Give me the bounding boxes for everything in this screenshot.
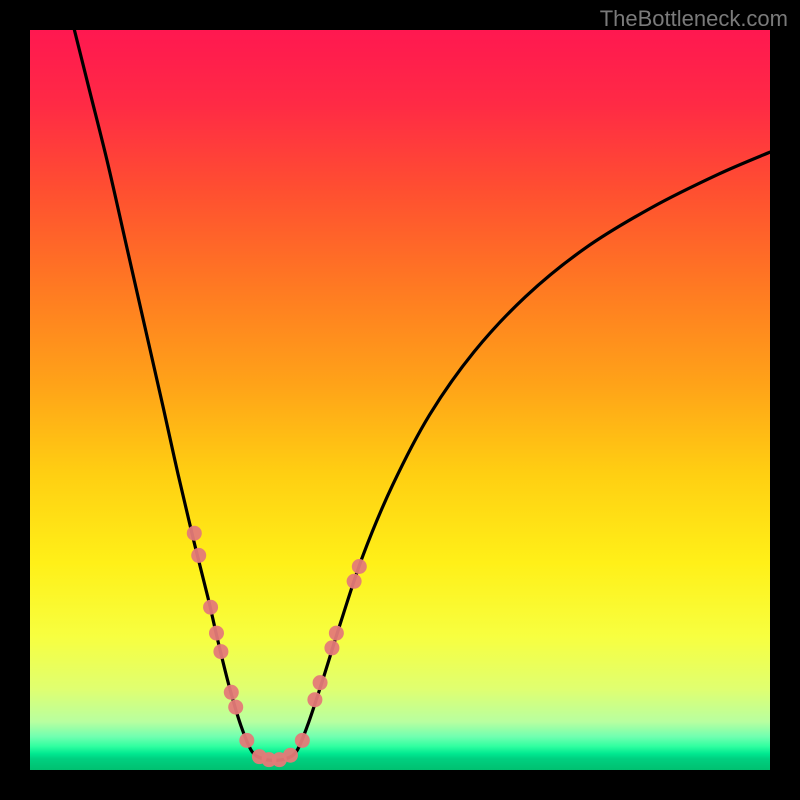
data-marker xyxy=(295,733,310,748)
data-marker xyxy=(347,574,362,589)
data-marker xyxy=(324,640,339,655)
data-marker xyxy=(191,548,206,563)
data-marker xyxy=(213,644,228,659)
data-marker xyxy=(329,626,344,641)
bottleneck-chart-frame: TheBottleneck.com xyxy=(0,0,800,800)
data-marker xyxy=(239,733,254,748)
data-marker xyxy=(307,692,322,707)
data-marker xyxy=(283,748,298,763)
data-marker xyxy=(209,626,224,641)
data-marker xyxy=(187,526,202,541)
watermark-label: TheBottleneck.com xyxy=(600,6,788,32)
data-marker xyxy=(224,685,239,700)
bottleneck-chart-svg xyxy=(0,0,800,800)
chart-plot-area xyxy=(30,30,770,770)
data-marker xyxy=(352,559,367,574)
data-marker xyxy=(313,675,328,690)
data-marker xyxy=(228,700,243,715)
data-marker xyxy=(203,600,218,615)
